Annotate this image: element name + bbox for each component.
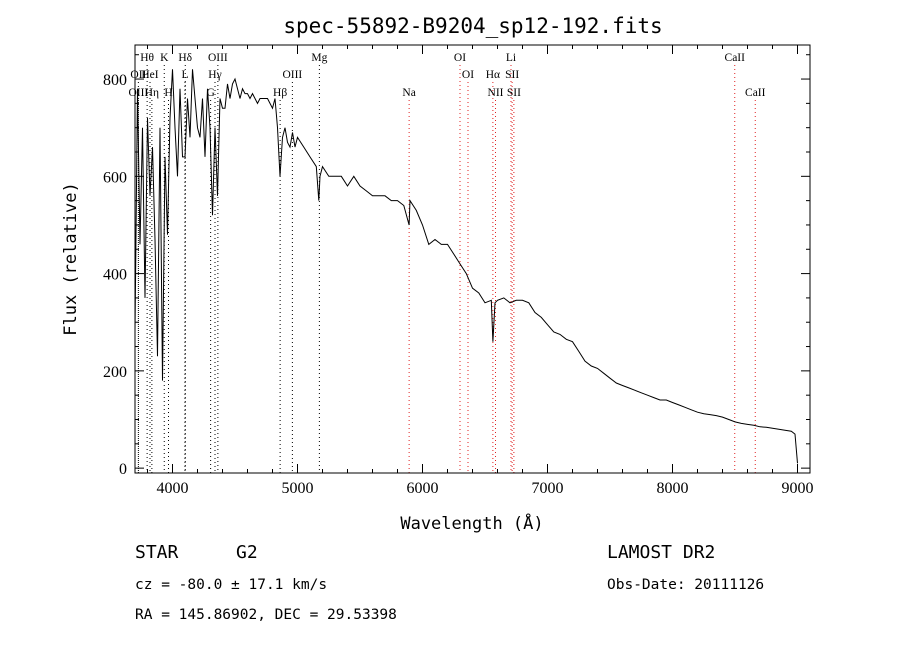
line-marker-label: OIII xyxy=(282,69,302,81)
line-marker-label: CaII xyxy=(745,87,766,99)
line-marker-label: Na xyxy=(402,87,415,99)
y-axis-title: Flux (relative) xyxy=(61,182,81,336)
line-marker-label: G xyxy=(206,87,214,99)
line-marker-label: Li xyxy=(506,52,516,64)
line-marker-label: Hθ xyxy=(140,52,154,64)
y-tick-label: 200 xyxy=(103,364,127,381)
observation-date: Obs-Date: 20111126 xyxy=(607,577,764,593)
object-class: STAR xyxy=(135,542,179,563)
x-tick-label: 8000 xyxy=(657,480,689,497)
x-tick-label: 5000 xyxy=(282,480,314,497)
line-marker-label: K xyxy=(160,52,169,64)
x-tick-label: 4000 xyxy=(157,480,189,497)
line-marker-label: NII xyxy=(488,87,504,99)
x-tick-label: 9000 xyxy=(782,480,814,497)
line-marker-label: OIII xyxy=(208,52,228,64)
plot-frame xyxy=(134,44,811,474)
y-tick-label: 800 xyxy=(103,72,127,89)
line-marker-label: OI xyxy=(454,52,466,64)
line-marker-label: SII xyxy=(507,87,521,99)
line-marker-label: Hη xyxy=(145,87,159,99)
x-tick-label: 6000 xyxy=(407,480,439,497)
line-marker-label: HeI xyxy=(141,69,158,81)
y-axis-ticks: 0 200 400 600 800 xyxy=(103,54,810,478)
line-marker-label: Mg xyxy=(311,52,327,64)
line-marker-label: SII xyxy=(505,69,519,81)
x-tick-label: 7000 xyxy=(532,480,564,497)
survey-name: LAMOST DR2 xyxy=(607,542,715,563)
x-axis-title: Wavelength (Å) xyxy=(400,512,543,534)
line-marker-label: Hα xyxy=(486,69,500,81)
coordinates-readout: RA = 145.86902, DEC = 29.53398 xyxy=(135,607,397,623)
line-marker-label: Hδ xyxy=(178,52,192,64)
x-axis-ticks: 4000 5000 6000 7000 8000 9000 xyxy=(147,45,814,497)
spectrum-line xyxy=(134,69,798,464)
line-marker-label: Hγ xyxy=(208,69,221,81)
emission-line-markers xyxy=(137,65,756,473)
velocity-readout: cz = -80.0 ± 17.1 km/s xyxy=(135,577,327,593)
line-marker-label: OI xyxy=(462,69,474,81)
line-marker-label: H xyxy=(164,87,172,99)
chart-title: spec-55892-B9204_sp12-192.fits xyxy=(283,14,662,38)
line-marker-label: L xyxy=(181,69,188,81)
y-tick-label: 400 xyxy=(103,267,127,284)
line-marker-label: OIII xyxy=(128,87,148,99)
line-marker-label: Hβ xyxy=(273,87,287,99)
line-marker-label: OII xyxy=(130,69,146,81)
y-tick-label: 0 xyxy=(119,461,127,478)
spectral-subclass: G2 xyxy=(236,542,258,563)
y-tick-label: 600 xyxy=(103,169,127,186)
line-marker-label: CaII xyxy=(725,52,746,64)
